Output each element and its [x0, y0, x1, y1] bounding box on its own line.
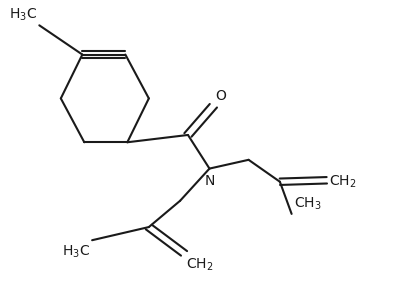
Text: CH$_2$: CH$_2$ — [186, 256, 214, 273]
Text: N: N — [204, 174, 215, 188]
Text: CH$_2$: CH$_2$ — [329, 173, 356, 190]
Text: H$_3$C: H$_3$C — [62, 243, 90, 260]
Text: O: O — [215, 89, 226, 103]
Text: H$_3$C: H$_3$C — [9, 7, 37, 23]
Text: CH$_3$: CH$_3$ — [294, 196, 321, 212]
